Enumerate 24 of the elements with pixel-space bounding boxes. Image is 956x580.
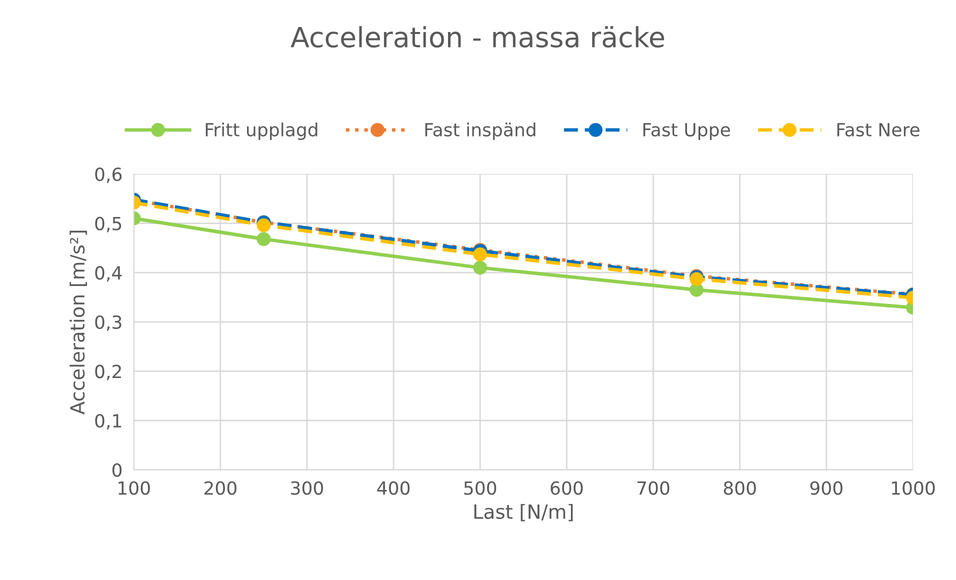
- legend-label: Fast Uppe: [643, 123, 730, 140]
- x-axis-title: Last [N/m]: [474, 504, 573, 522]
- y-axis-title: Acceleration [m/s²]: [70, 230, 87, 415]
- y-tick-label: 0,3: [95, 315, 122, 331]
- y-tick-label: 0,2: [95, 364, 121, 380]
- x-tick-label: 100: [118, 481, 150, 495]
- x-tick-label: 700: [638, 481, 670, 495]
- x-tick-label: 500: [464, 481, 496, 495]
- y-tick-label: 0,4: [95, 266, 122, 282]
- y-tick-label: 0,5: [95, 216, 122, 232]
- x-tick-label: 300: [291, 481, 324, 495]
- legend-label: Fast inspänd: [425, 122, 536, 140]
- x-tick-label: 200: [204, 481, 236, 495]
- x-tick-label: 900: [810, 481, 842, 495]
- x-tick-label: 800: [724, 481, 756, 495]
- y-tick-label: 0: [112, 463, 122, 477]
- legend-label: Fritt upplagd: [206, 122, 318, 140]
- chart-title: Acceleration - massa räcke: [290, 26, 664, 48]
- x-tick-label: 600: [550, 481, 583, 495]
- legend-label: Fast Nere: [837, 123, 920, 137]
- x-tick-label: 1000: [892, 481, 935, 495]
- x-tick-label: 400: [377, 481, 410, 495]
- y-tick-label: 0,6: [95, 167, 122, 183]
- y-tick-label: 0,1: [95, 414, 122, 430]
